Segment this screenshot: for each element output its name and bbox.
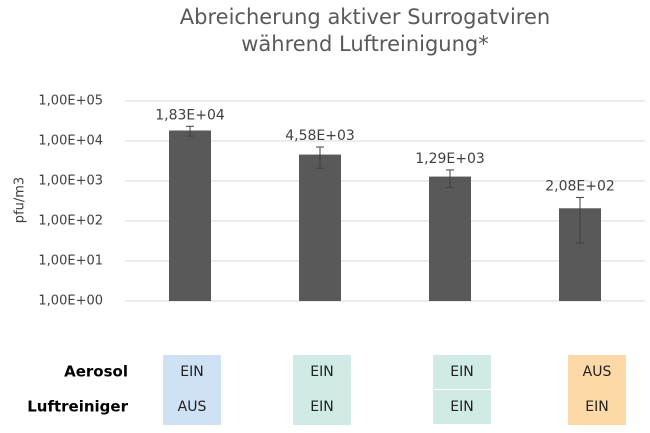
value-label: 1,29E+03: [415, 151, 485, 167]
y-axis-label: pfu/m3: [13, 177, 28, 223]
y-tick-label: 1,00E+04: [38, 134, 103, 149]
y-tick-label: 1,00E+02: [38, 214, 103, 229]
table-cell: [568, 390, 626, 425]
y-tick-label: 1,00E+00: [38, 294, 103, 309]
y-tick-label: 1,00E+05: [38, 94, 103, 109]
cell-text: EIN: [310, 364, 333, 380]
cell-text: EIN: [180, 364, 203, 380]
table-cell: [433, 355, 491, 389]
cell-text: AUS: [178, 399, 207, 415]
bar: [169, 130, 211, 301]
bar: [429, 176, 471, 301]
table-cell: [163, 390, 221, 425]
table-cell: [163, 355, 221, 390]
value-label: 4,58E+03: [285, 128, 355, 144]
row-label: Aerosol: [64, 363, 128, 381]
cell-text: EIN: [585, 399, 608, 415]
cell-text: EIN: [450, 364, 473, 380]
y-tick-label: 1,00E+03: [38, 174, 103, 189]
table-cell: [293, 355, 351, 390]
row-label: Luftreiniger: [27, 398, 128, 416]
table-cell: [293, 390, 351, 425]
bar: [299, 154, 341, 301]
chart-title: Abreicherung aktiver Surrogatviren währe…: [179, 5, 551, 56]
cell-text: EIN: [310, 399, 333, 415]
table-cell: [568, 355, 626, 390]
value-label: 1,83E+04: [155, 107, 225, 123]
cell-text: EIN: [450, 399, 473, 415]
value-label: 2,08E+02: [545, 178, 615, 194]
y-tick-label: 1,00E+01: [38, 254, 103, 269]
table-cell: [433, 390, 491, 424]
cell-text: AUS: [583, 364, 612, 380]
